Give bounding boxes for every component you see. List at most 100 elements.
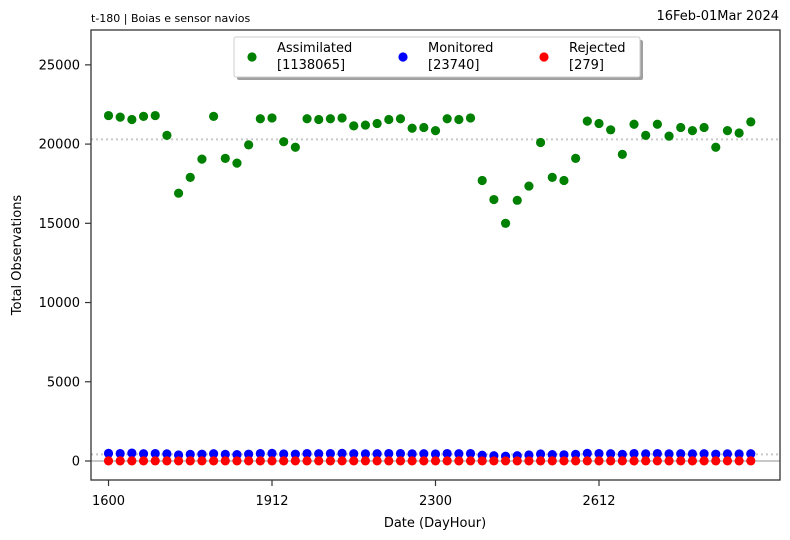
point-assimilated — [162, 130, 172, 140]
point-assimilated — [594, 118, 604, 129]
point-assimilated — [500, 218, 511, 228]
point-assimilated — [536, 137, 546, 148]
legend-series-count: [1138065] — [277, 58, 345, 73]
point-assimilated — [279, 137, 289, 147]
point-monitored — [652, 448, 662, 459]
point-assimilated — [302, 114, 312, 124]
point-assimilated — [746, 117, 756, 127]
point-assimilated — [734, 128, 744, 138]
point-assimilated — [173, 188, 184, 198]
point-assimilated — [524, 181, 534, 191]
point-monitored — [302, 448, 312, 459]
point-rejected — [290, 456, 300, 466]
legend-item-monitored: Monitored [23740] — [398, 41, 493, 73]
point-assimilated — [407, 123, 417, 133]
point-monitored — [465, 448, 476, 459]
legend-marker — [539, 52, 549, 62]
point-monitored — [255, 448, 265, 459]
point-monitored — [722, 449, 733, 459]
point-monitored — [617, 449, 627, 459]
chart-title-left: t-180 | Boias e sensor navios — [91, 12, 251, 25]
point-monitored — [430, 449, 441, 459]
point-monitored — [419, 449, 429, 459]
point-monitored — [407, 449, 417, 459]
point-rejected — [115, 456, 125, 466]
x-axis: 1600 1912 2300 2612 — [92, 480, 616, 509]
legend-series-name: Rejected — [569, 41, 626, 56]
legend-series-name: Assimilated — [277, 41, 352, 56]
legend-marker — [398, 52, 408, 62]
point-rejected — [127, 456, 137, 466]
point-rejected — [489, 456, 499, 466]
point-monitored — [314, 449, 324, 459]
point-rejected — [232, 456, 242, 466]
reference-lines — [91, 138, 780, 462]
point-monitored — [571, 449, 581, 459]
point-assimilated — [255, 114, 265, 124]
point-monitored — [395, 448, 406, 459]
legend-series-count: [279] — [569, 58, 604, 73]
series-rejected — [103, 456, 756, 466]
point-monitored — [115, 448, 125, 459]
point-assimilated — [430, 126, 441, 136]
point-assimilated — [711, 142, 721, 152]
point-monitored — [209, 449, 219, 459]
point-monitored — [267, 448, 277, 458]
point-assimilated — [197, 154, 207, 164]
x-tick-label: 2300 — [419, 494, 452, 509]
point-monitored — [676, 449, 686, 459]
point-assimilated — [617, 149, 627, 159]
point-monitored — [197, 449, 207, 459]
point-assimilated — [127, 114, 137, 125]
y-tick-label: 5000 — [47, 375, 80, 390]
point-rejected — [711, 456, 721, 466]
point-monitored — [711, 449, 721, 459]
point-assimilated — [185, 172, 195, 182]
point-rejected — [162, 456, 172, 466]
point-rejected — [699, 456, 709, 466]
point-rejected — [384, 456, 394, 466]
point-monitored — [372, 449, 382, 459]
point-monitored — [127, 448, 137, 458]
point-assimilated — [512, 195, 522, 205]
data-points — [103, 110, 756, 466]
point-assimilated — [150, 110, 160, 121]
point-rejected — [430, 456, 441, 466]
point-rejected — [536, 456, 546, 466]
point-rejected — [395, 456, 406, 466]
chart-title-right: 16Feb-01Mar 2024 — [656, 9, 779, 24]
legend-marker — [247, 52, 257, 62]
point-assimilated — [360, 120, 371, 130]
legend-item-rejected: Rejected [279] — [539, 41, 626, 73]
point-rejected — [477, 456, 487, 466]
point-assimilated — [606, 125, 616, 135]
point-assimilated — [489, 194, 499, 205]
point-rejected — [138, 456, 149, 466]
point-assimilated — [676, 122, 686, 133]
point-assimilated — [641, 130, 651, 140]
point-monitored — [454, 449, 464, 459]
point-assimilated — [267, 113, 277, 123]
point-rejected — [150, 456, 160, 466]
y-axis-label: Total Observations — [10, 195, 25, 317]
point-monitored — [734, 449, 744, 459]
point-rejected — [606, 456, 616, 466]
point-rejected — [641, 456, 651, 466]
point-monitored — [699, 449, 709, 459]
point-rejected — [407, 456, 417, 466]
point-rejected — [197, 456, 207, 466]
point-rejected — [746, 456, 756, 466]
point-rejected — [629, 456, 639, 466]
point-rejected — [454, 456, 464, 466]
point-monitored — [664, 449, 674, 459]
y-tick-label: 0 — [72, 454, 80, 469]
x-axis-label: Date (DayHour) — [384, 516, 486, 531]
point-rejected — [512, 456, 522, 466]
point-monitored — [582, 448, 592, 458]
point-monitored — [536, 449, 546, 459]
plot-frame — [90, 29, 781, 481]
point-rejected — [571, 456, 581, 466]
point-assimilated — [349, 121, 359, 131]
point-assimilated — [722, 126, 733, 136]
point-assimilated — [290, 142, 300, 152]
